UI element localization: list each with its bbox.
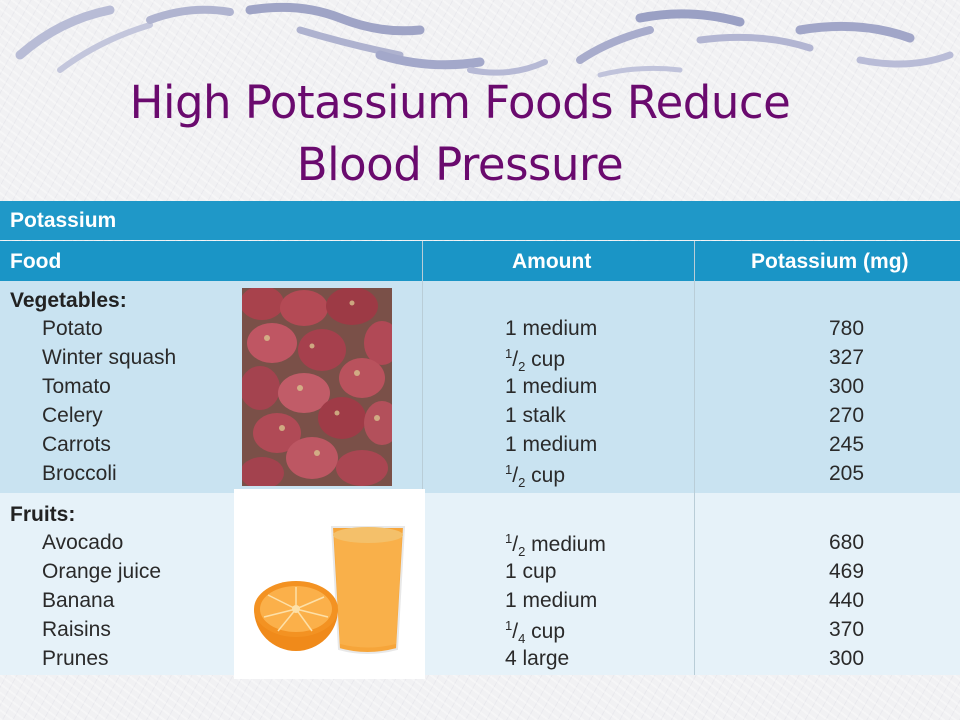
table-row: Raisins 1/4 cup 370 [0,618,960,647]
amount-cell: 1 medium [505,433,598,456]
amount-cell: 1 medium [505,317,598,340]
food-name: Raisins [42,618,111,641]
food-name: Prunes [42,647,109,670]
amount-unit: cup [531,464,566,487]
fraction-denominator: 2 [518,544,526,560]
amount-unit: cup [531,348,566,371]
column-divider [694,241,695,675]
amount-cell: 1 medium [505,375,598,398]
food-name: Tomato [42,375,111,398]
potassium-mg: 300 [829,375,865,398]
amount-cell: 1 medium [505,589,598,612]
header-amount: Amount [512,250,592,273]
amount-cell: 4 large [505,647,570,670]
amount-cell: 1/2 cup [505,462,565,490]
potassium-mg: 370 [829,618,865,641]
fraction-numerator: 1 [505,618,513,633]
potassium-mg: 440 [829,589,865,612]
section-title-fruits: Fruits: [10,503,76,526]
fraction-numerator: 1 [505,462,513,477]
table-header-row: Food Amount Potassium (mg) [0,241,960,281]
amount-cell: 1 cup [505,560,557,583]
potassium-mg: 270 [829,404,865,427]
food-name: Carrots [42,433,111,456]
table-row: Carrots 1 medium 245 [0,433,960,462]
fraction-slash: / [512,348,519,371]
food-name: Broccoli [42,462,117,485]
header-potassium: Potassium (mg) [751,250,909,273]
potassium-mg: 245 [829,433,865,456]
amount-unit: cup [531,620,566,643]
fraction-slash: / [512,533,519,556]
fraction-denominator: 2 [518,475,526,491]
food-name: Banana [42,589,115,612]
food-name: Orange juice [42,560,162,583]
fraction-slash: / [512,620,519,643]
vegetables-section: Vegetables: Potato 1 medium 780 Winter squa… [0,281,960,493]
orange-and-juice-photo [234,489,425,679]
decorative-swooshes [15,2,954,78]
slide-title: High Potassium Foods Reduce Blood Pressu… [0,72,920,196]
amount-cell: 1/2 medium [505,531,606,559]
potassium-mg: 469 [829,560,865,583]
table-caption: Potassium [10,209,117,232]
potassium-mg: 300 [829,647,865,670]
table-row: Broccoli 1/2 cup 205 [0,462,960,491]
amount-unit: medium [531,533,606,556]
fraction-numerator: 1 [505,346,513,361]
fraction-slash: / [512,464,519,487]
fraction-denominator: 2 [518,359,526,375]
food-name: Avocado [42,531,124,554]
amount-cell: 1/4 cup [505,618,565,646]
potassium-mg: 205 [829,462,865,485]
table-row: Avocado 1/2 medium 680 [0,531,960,560]
potassium-mg: 780 [829,317,865,340]
column-divider [422,241,423,675]
amount-cell: 1 stalk [505,404,566,427]
table-row: Winter squash 1/2 cup 327 [0,346,960,375]
fraction-denominator: 4 [518,631,526,647]
potassium-mg: 327 [829,346,865,369]
red-potatoes-photo [242,288,392,486]
amount-cell: 1/2 cup [505,346,565,374]
table-row: Orange juice 1 cup 469 [0,560,960,589]
table-row: Celery 1 stalk 270 [0,404,960,433]
table-row: Tomato 1 medium 300 [0,375,960,404]
food-name: Winter squash [42,346,177,369]
table-row: Banana 1 medium 440 [0,589,960,618]
potassium-mg: 680 [829,531,865,554]
food-name: Potato [42,317,103,340]
table-row: Prunes 4 large 300 [0,647,960,676]
title-line-2: Blood Pressure [296,138,624,191]
fraction-numerator: 1 [505,531,513,546]
title-line-1: High Potassium Foods Reduce [129,76,791,129]
food-name: Celery [42,404,103,427]
section-title-vegetables: Vegetables: [10,289,127,312]
header-food: Food [10,250,62,273]
potassium-table: Potassium Food Amount Potassium (mg) Veg… [0,201,960,675]
table-row: Potato 1 medium 780 [0,317,960,346]
fruits-section: Fruits: Avocado 1/2 medium 680 Orange juice… [0,493,960,675]
table-caption-bar: Potassium [0,201,960,240]
